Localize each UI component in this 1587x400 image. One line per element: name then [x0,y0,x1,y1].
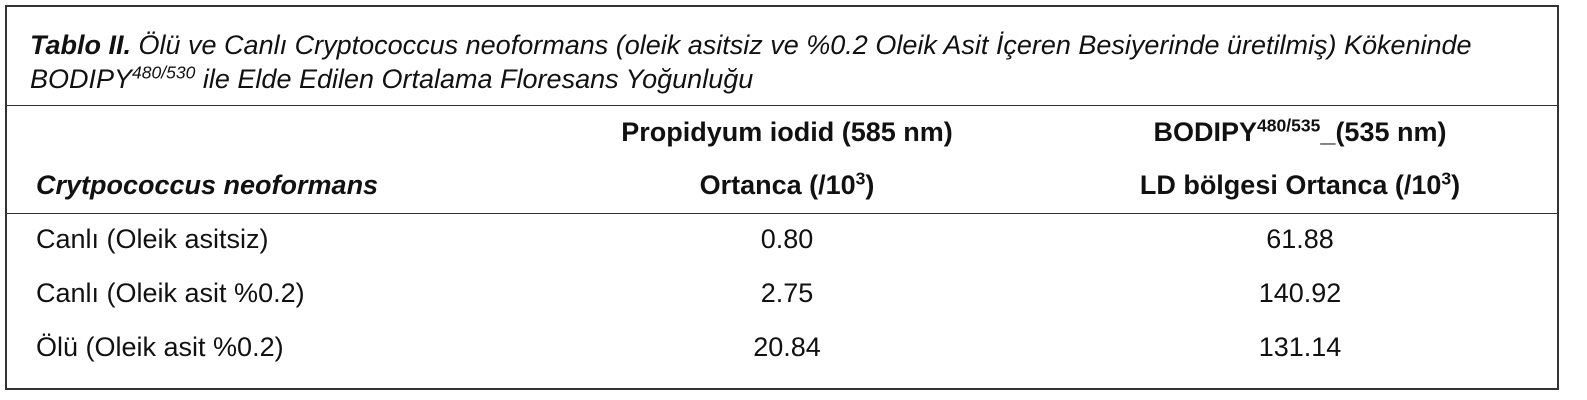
caption-label: Tablo II. [30,30,131,60]
table-cell: 2.75 [760,278,814,308]
header-text: ) [865,170,875,200]
header-text: BODIPY [1153,117,1258,147]
table-cell: 0.80 [760,224,814,254]
rule [7,105,1557,106]
table-frame [5,5,1559,390]
table-cell: 20.84 [753,332,821,362]
header-cell: BODIPY480/535_(535 nm) [1154,117,1447,148]
header-text: LD bölgesi Ortanca (/10 [1139,170,1442,200]
caption: Tablo II. Ölü ve Canlı Cryptococcus neof… [30,28,1530,96]
rule [7,213,1557,214]
table-cell: Canlı (Oleik asit %0.2) [36,278,305,308]
header-text: _(535 nm) [1320,117,1447,147]
header-superscript: 3 [855,168,866,189]
header-text: Propidyum iodid (585 nm) [621,117,953,147]
header-cell: Ortanca (/103) [700,170,875,201]
table-cell: Ölü (Oleik asit %0.2) [36,332,284,362]
header-superscript: 480/535 [1257,115,1321,136]
table-cell: Canlı (Oleik asitsiz) [36,224,269,254]
table-cell: 61.88 [1266,224,1334,254]
header-cell: Crytpococcus neoformans [36,170,378,201]
header-text: Crytpococcus neoformans [36,170,379,200]
table-cell: 140.92 [1258,278,1342,308]
caption-text: ile Elde Edilen Ortalama Floresans Yoğun… [195,64,754,94]
table-cell: 131.14 [1258,332,1342,362]
header-cell: LD bölgesi Ortanca (/103) [1140,170,1460,201]
header-superscript: 3 [1441,168,1452,189]
header-text: Ortanca (/10 [699,170,856,200]
header-text: ) [1451,170,1461,200]
header-cell: Propidyum iodid (585 nm) [621,117,953,148]
caption-text: Ölü ve Canlı Cryptococcus neoformans (ol… [30,30,1472,94]
caption-superscript: 480/530 [132,62,196,83]
